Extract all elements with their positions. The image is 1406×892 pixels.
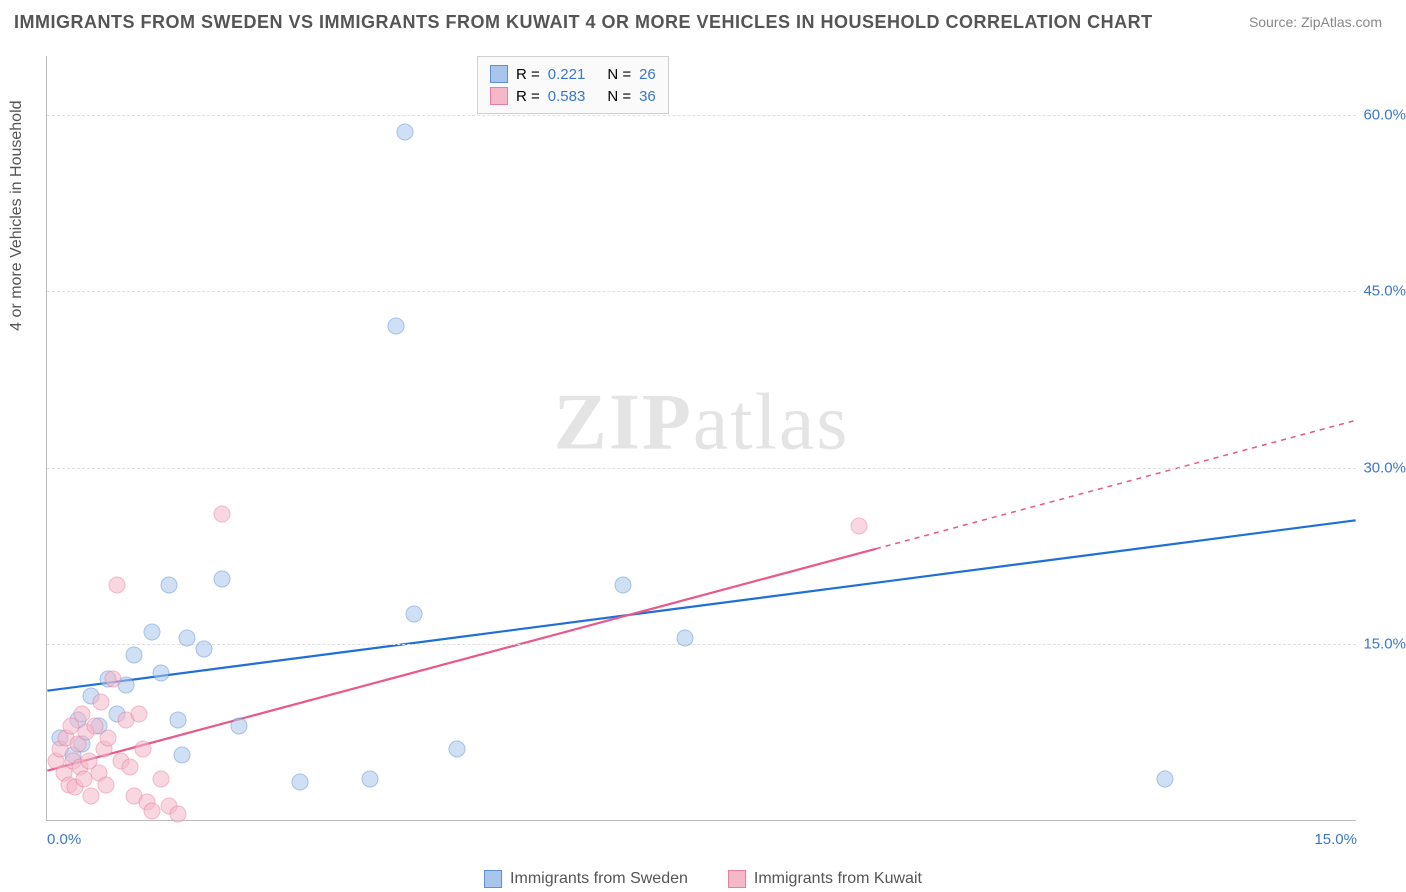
data-point-kuwait <box>851 517 868 534</box>
y-tick-label: 30.0% <box>1346 459 1406 476</box>
stats-n-value: 26 <box>639 66 656 83</box>
gridline <box>47 291 1356 292</box>
data-point-kuwait <box>135 741 152 758</box>
data-point-kuwait <box>98 776 115 793</box>
stats-r-label: R = <box>516 66 540 83</box>
y-tick-label: 60.0% <box>1346 106 1406 123</box>
stats-r-value: 0.583 <box>548 88 586 105</box>
data-point-kuwait <box>143 802 160 819</box>
stats-swatch-icon <box>490 65 508 83</box>
source-prefix: Source: <box>1249 14 1301 30</box>
source-attribution: Source: ZipAtlas.com <box>1249 14 1382 30</box>
data-point-sweden <box>615 576 632 593</box>
trendline-sweden <box>47 520 1355 690</box>
data-point-sweden <box>213 570 230 587</box>
data-point-sweden <box>174 747 191 764</box>
stats-n-value: 36 <box>639 88 656 105</box>
data-point-sweden <box>152 664 169 681</box>
data-point-sweden <box>231 717 248 734</box>
stats-row-sweden: R = 0.221 N = 26 <box>490 63 656 85</box>
chart-title: IMMIGRANTS FROM SWEDEN VS IMMIGRANTS FRO… <box>14 12 1153 33</box>
data-point-kuwait <box>104 670 121 687</box>
data-point-sweden <box>126 647 143 664</box>
gridline <box>47 468 1356 469</box>
legend-item-sweden: Immigrants from Sweden <box>484 870 688 888</box>
data-point-kuwait <box>121 759 138 776</box>
data-point-kuwait <box>130 706 147 723</box>
correlation-stats-legend: R = 0.221 N = 26 R = 0.583 N = 36 <box>477 56 669 114</box>
data-point-kuwait <box>82 788 99 805</box>
legend-label-sweden: Immigrants from Sweden <box>510 870 688 888</box>
data-point-sweden <box>397 123 414 140</box>
y-axis-label: 4 or more Vehicles in Household <box>8 100 26 330</box>
stats-r-label: R = <box>516 88 540 105</box>
data-point-sweden <box>196 641 213 658</box>
data-point-sweden <box>143 623 160 640</box>
data-point-sweden <box>405 606 422 623</box>
legend-label-kuwait: Immigrants from Kuwait <box>754 870 922 888</box>
stats-n-label: N = <box>607 66 631 83</box>
source-link[interactable]: ZipAtlas.com <box>1301 14 1382 30</box>
data-point-sweden <box>178 629 195 646</box>
stats-row-kuwait: R = 0.583 N = 36 <box>490 85 656 107</box>
x-tick-label: 15.0% <box>1314 831 1357 848</box>
x-tick-label: 0.0% <box>47 831 81 848</box>
data-point-kuwait <box>100 729 117 746</box>
data-point-sweden <box>1156 770 1173 787</box>
stats-n-label: N = <box>607 88 631 105</box>
data-point-kuwait <box>108 576 125 593</box>
legend-swatch-sweden <box>484 870 502 888</box>
data-point-kuwait <box>170 806 187 823</box>
trend-lines-layer <box>47 56 1356 820</box>
scatter-plot-area: ZIPatlas R = 0.221N = 26R = 0.583N = 36 … <box>46 56 1356 821</box>
y-tick-label: 15.0% <box>1346 636 1406 653</box>
legend-swatch-kuwait <box>728 870 746 888</box>
gridline <box>47 115 1356 116</box>
y-tick-label: 45.0% <box>1346 283 1406 300</box>
data-point-sweden <box>362 770 379 787</box>
data-point-kuwait <box>213 506 230 523</box>
gridline <box>47 644 1356 645</box>
data-point-sweden <box>676 629 693 646</box>
stats-swatch-icon <box>490 87 508 105</box>
data-point-kuwait <box>75 770 92 787</box>
data-point-kuwait <box>152 770 169 787</box>
data-point-sweden <box>170 711 187 728</box>
stats-r-value: 0.221 <box>548 66 586 83</box>
legend-item-kuwait: Immigrants from Kuwait <box>728 870 922 888</box>
series-legend: Immigrants from Sweden Immigrants from K… <box>484 866 922 892</box>
data-point-sweden <box>388 317 405 334</box>
data-point-sweden <box>161 576 178 593</box>
data-point-sweden <box>292 774 309 791</box>
data-point-sweden <box>449 741 466 758</box>
data-point-kuwait <box>93 694 110 711</box>
